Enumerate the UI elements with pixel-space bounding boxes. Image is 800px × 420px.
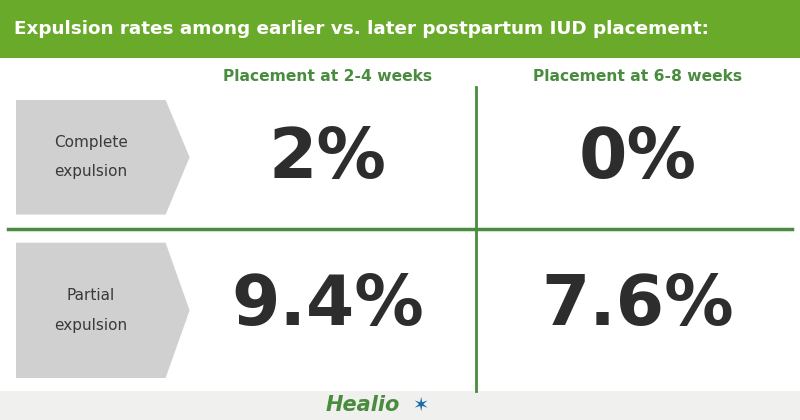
Text: Expulsion rates among earlier vs. later postpartum IUD placement:: Expulsion rates among earlier vs. later … bbox=[14, 20, 710, 38]
FancyBboxPatch shape bbox=[0, 58, 800, 391]
Text: expulsion: expulsion bbox=[54, 318, 127, 333]
Text: 7.6%: 7.6% bbox=[542, 272, 734, 339]
Text: Placement at 2-4 weeks: Placement at 2-4 weeks bbox=[223, 69, 433, 84]
Polygon shape bbox=[16, 100, 190, 215]
Text: Partial: Partial bbox=[66, 288, 115, 303]
Polygon shape bbox=[16, 243, 190, 378]
Text: expulsion: expulsion bbox=[54, 165, 127, 179]
Text: ✶: ✶ bbox=[412, 396, 428, 415]
Text: 0%: 0% bbox=[579, 125, 697, 192]
Text: Healio: Healio bbox=[326, 395, 400, 415]
Text: 2%: 2% bbox=[269, 125, 387, 192]
Text: Placement at 6-8 weeks: Placement at 6-8 weeks bbox=[534, 69, 742, 84]
Text: Complete: Complete bbox=[54, 135, 128, 150]
Text: 9.4%: 9.4% bbox=[231, 272, 425, 339]
FancyBboxPatch shape bbox=[0, 0, 800, 58]
